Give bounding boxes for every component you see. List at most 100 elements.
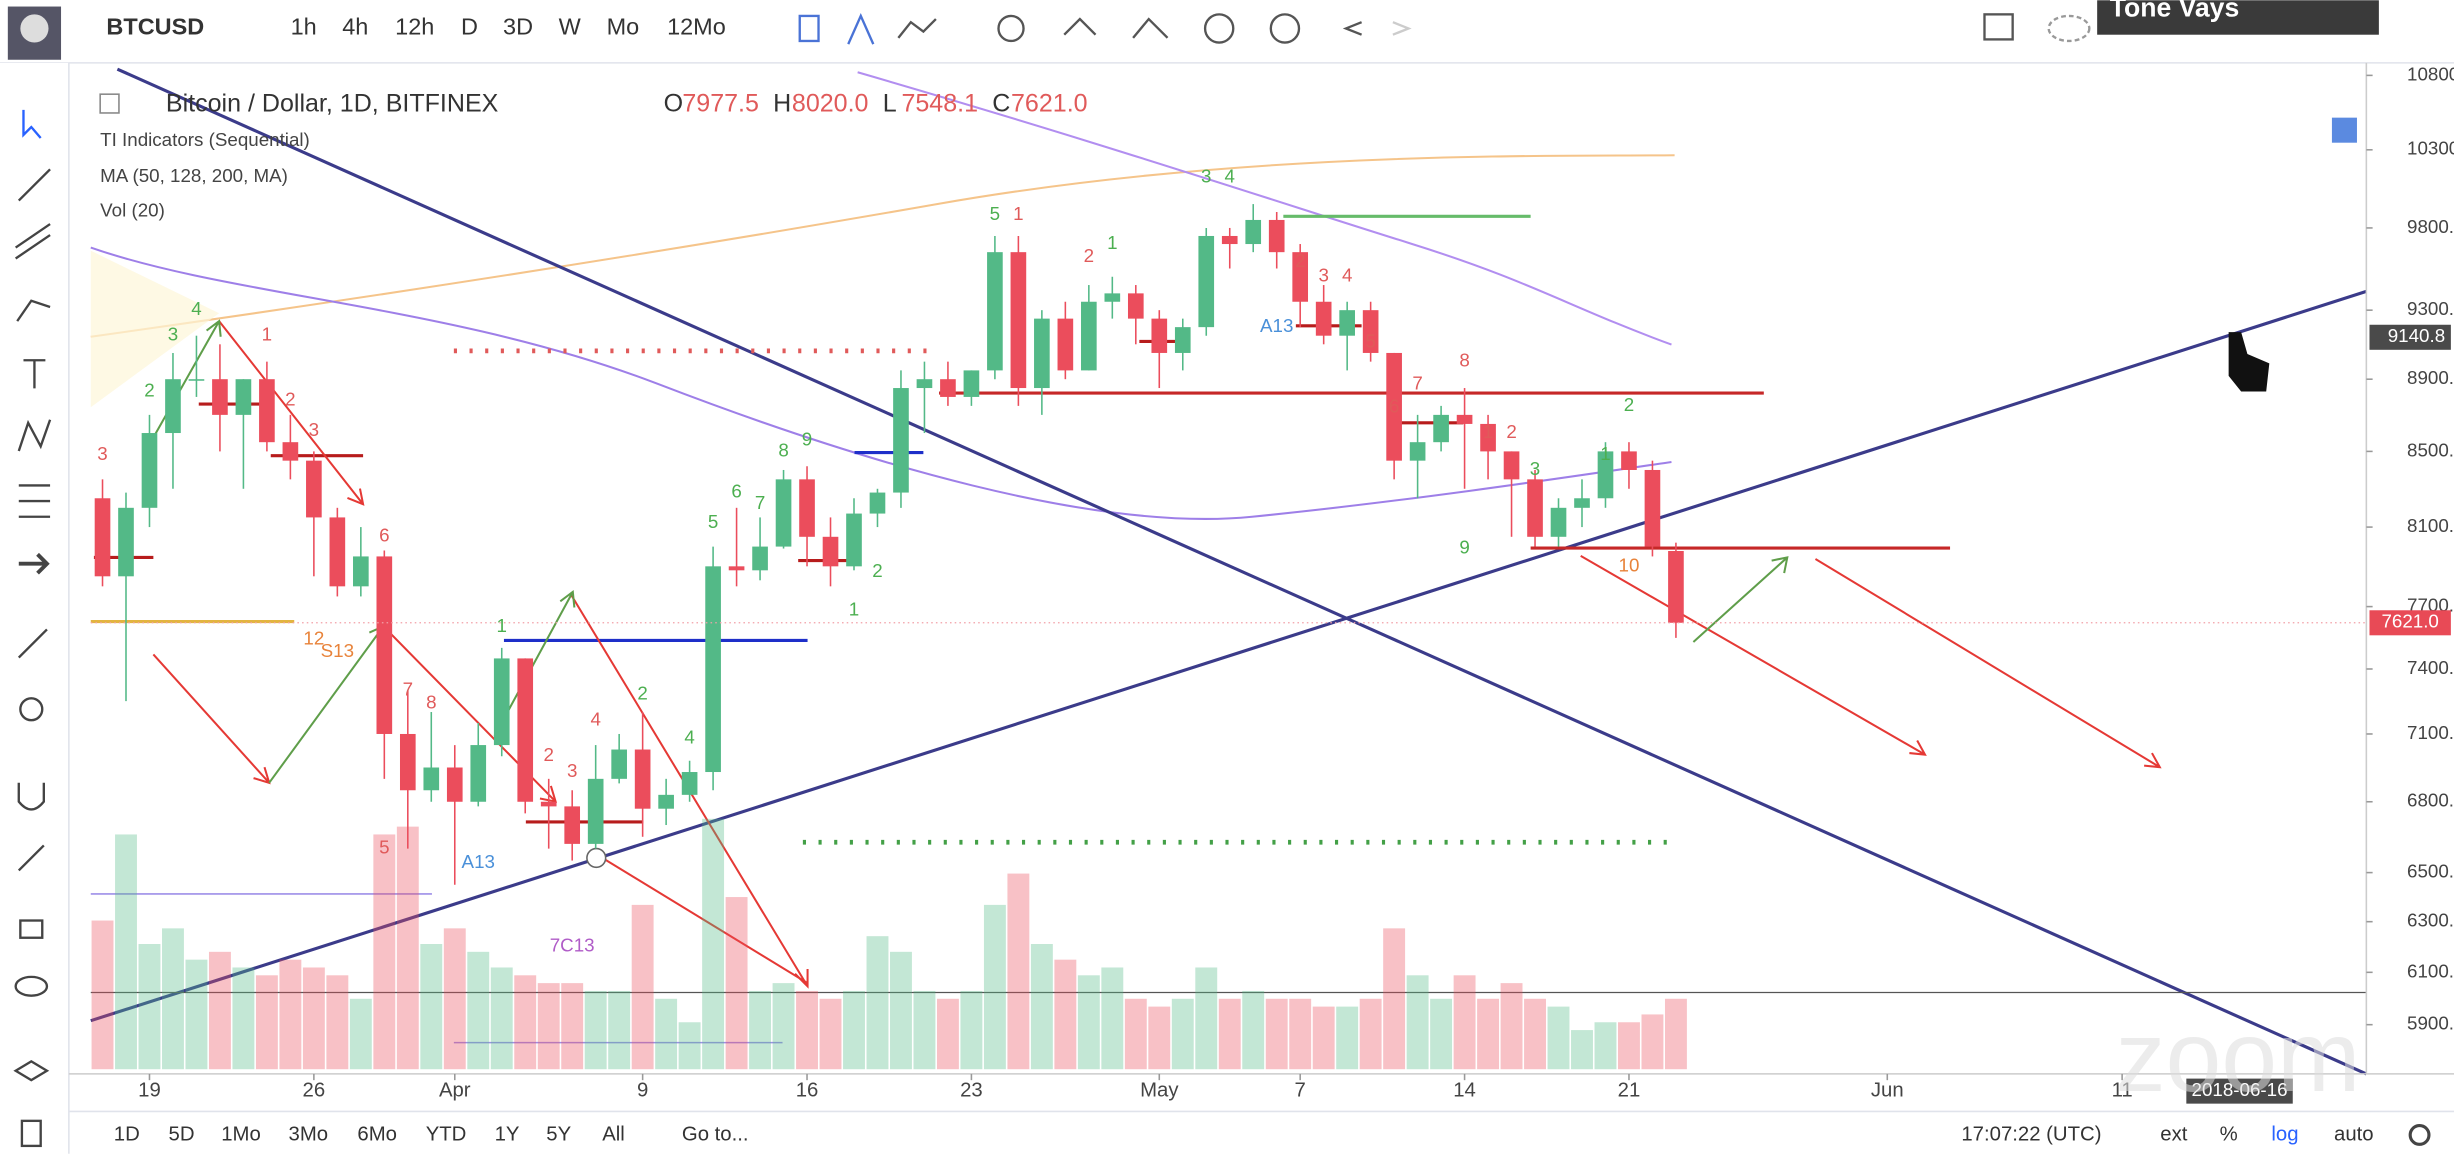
interval[interactable]: 12Mo (667, 14, 726, 40)
volume-bar (1336, 1006, 1359, 1070)
tool-zoom[interactable] (19, 697, 44, 722)
tool-lock[interactable] (19, 919, 44, 939)
anchor-point[interactable] (586, 847, 607, 869)
candle-body (118, 507, 134, 577)
tool-measure[interactable] (17, 628, 48, 659)
tool-brush[interactable] (16, 299, 51, 322)
indicator-label[interactable]: MA (50, 128, 200, MA) (100, 165, 288, 186)
sequential-count: 12 (303, 628, 324, 649)
icon-templates[interactable] (1132, 17, 1169, 39)
sequential-count: 3 (1318, 265, 1328, 286)
tool-eye[interactable] (14, 975, 49, 997)
scale-option[interactable]: % (2220, 1123, 2238, 1145)
volume-bar (913, 990, 936, 1070)
tool-cursor[interactable] (22, 109, 42, 139)
tool-arrow[interactable] (18, 552, 50, 575)
range-button[interactable]: All (602, 1123, 625, 1145)
candle-body (1081, 301, 1097, 371)
icon-candles[interactable] (798, 14, 820, 43)
tool-fib[interactable] (14, 223, 51, 260)
candle-body (1550, 507, 1567, 537)
candle-body (1433, 414, 1449, 443)
icon-redo[interactable] (1392, 21, 1412, 36)
tool-text[interactable] (23, 359, 46, 389)
interval[interactable]: 4h (342, 14, 368, 40)
y-tick-label: 8900.0 (2407, 367, 2454, 388)
candle-body (282, 442, 299, 461)
icon-fullscreen[interactable] (1983, 13, 2014, 41)
icon-cloud[interactable] (2047, 14, 2091, 43)
volume-bar (420, 944, 443, 1070)
candle-body (329, 517, 346, 587)
range-button[interactable]: YTD (426, 1123, 467, 1145)
volume-bar (208, 951, 231, 1070)
range-button[interactable]: 1D (114, 1123, 140, 1145)
range-button[interactable]: 1Mo (221, 1123, 261, 1145)
y-tick-label: 7100.0 (2407, 722, 2454, 743)
icon-bars[interactable] (847, 13, 875, 45)
scale-option[interactable]: ext (2160, 1123, 2187, 1145)
range-button[interactable]: 1Y (495, 1123, 520, 1145)
candle-body (141, 433, 158, 508)
arrow (143, 319, 222, 455)
tool-layers[interactable] (13, 1060, 50, 1082)
range-button[interactable]: 5D (169, 1123, 195, 1145)
y-tick-label: 6500.0 (2407, 861, 2454, 882)
indicator-label[interactable]: TI Indicators (Sequential) (100, 129, 310, 150)
icon-undo[interactable] (1342, 21, 1363, 36)
scale-option[interactable]: auto (2334, 1123, 2374, 1145)
icon-line[interactable] (897, 18, 937, 39)
tool-pattern[interactable] (17, 419, 52, 452)
toolbar-icons (798, 13, 2091, 45)
collapse-button[interactable] (99, 93, 120, 114)
candle-body (165, 379, 181, 434)
y-tick-label: 6800.0 (2407, 790, 2454, 811)
volume-bar (1148, 1006, 1171, 1070)
interval[interactable]: 12h (395, 14, 434, 40)
candle-body (799, 479, 815, 537)
interval[interactable]: Mo (607, 14, 640, 40)
symbol[interactable]: BTCUSD (106, 14, 204, 40)
tool-prediction[interactable] (18, 484, 51, 518)
candle-body (1221, 235, 1238, 245)
candle-body (658, 794, 674, 809)
tool-trash[interactable] (20, 1119, 42, 1148)
candle-body (611, 749, 627, 779)
interval[interactable]: 3D (503, 14, 533, 40)
volume-bar (91, 920, 114, 1070)
candle-body (446, 767, 463, 802)
x-tick-label: 11 (2112, 1079, 2133, 1101)
x-tick-label: 26 (303, 1079, 326, 1101)
tool-lock-draw[interactable] (17, 844, 45, 872)
sequential-count: 6 (379, 525, 389, 546)
volume-bar (1359, 998, 1382, 1070)
volume-bar (749, 990, 772, 1070)
tool-trendline[interactable] (17, 168, 51, 202)
interval[interactable]: 1h (291, 14, 317, 40)
range-button[interactable]: 5Y (546, 1123, 571, 1145)
volume-bar (349, 998, 372, 1070)
icon-compare[interactable] (1063, 17, 1097, 36)
icon-replay[interactable] (1269, 13, 1301, 44)
candle-body (1315, 301, 1332, 336)
y-tick-label: 7400.0 (2407, 657, 2454, 678)
sequential-count: 4 (191, 298, 201, 319)
x-tick-label: 21 (1618, 1079, 1641, 1101)
scale-option[interactable]: log (2271, 1123, 2298, 1145)
sequential-count: A13 (1260, 315, 1293, 336)
y-tick-label: 10300.0 (2407, 138, 2454, 159)
interval[interactable]: W (559, 14, 582, 40)
candle-body (987, 252, 1003, 371)
tool-magnet[interactable] (17, 782, 45, 811)
settings[interactable] (2408, 1123, 2431, 1146)
icon-alert[interactable] (1203, 13, 1235, 44)
range-button[interactable]: 6Mo (357, 1123, 397, 1145)
cursor-price-box (2369, 324, 2451, 350)
indicator-label[interactable]: Vol (20) (100, 200, 165, 221)
object-tree[interactable] (2331, 117, 2357, 143)
goto-button[interactable]: Go to... (682, 1123, 749, 1145)
candle-body (893, 388, 909, 493)
range-button[interactable]: 3Mo (289, 1123, 329, 1145)
icon-indicators[interactable] (997, 14, 1025, 43)
interval[interactable]: D (461, 14, 478, 40)
